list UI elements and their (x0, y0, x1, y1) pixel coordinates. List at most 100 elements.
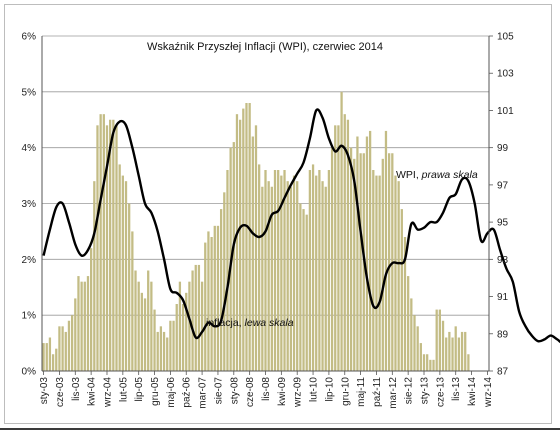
inflation-bar (61, 326, 64, 371)
inflation-bar (134, 270, 137, 371)
x-tick-label: lip-05 (134, 377, 145, 402)
y-left-tick-label: 3% (22, 199, 37, 210)
inflation-bar (305, 214, 308, 371)
inflation-bar (70, 315, 74, 371)
inflation-bar (438, 309, 441, 371)
wpi-line (42, 108, 560, 344)
inflation-bar (258, 164, 261, 371)
inflation-bar (67, 320, 71, 371)
x-tick-label: lis-03 (71, 377, 82, 401)
inflation-bar (445, 337, 448, 371)
x-tick-label: wrz-14 (483, 377, 494, 408)
inflation-bar (410, 298, 413, 371)
inflation-bar (124, 181, 128, 371)
y-left-tick-label: 0% (22, 367, 37, 378)
y-right-tick-label: 97 (497, 180, 509, 191)
inflation-bar (102, 114, 105, 372)
chart-title: Wskaźnik Przyszłej Inflacji (WPI), czerw… (147, 41, 383, 53)
inflation-bar (191, 270, 194, 371)
x-tick-label: lut-10 (309, 377, 320, 402)
inflation-bar (128, 203, 131, 371)
inflation-bar (115, 125, 118, 371)
inflation-bar (346, 119, 350, 371)
inflation-bar (185, 292, 188, 371)
inflation-bar (413, 315, 416, 371)
inflation-bar (223, 192, 226, 371)
inflation-bar (349, 147, 353, 371)
wpi-line-group (42, 108, 560, 344)
inflation-bar (467, 354, 470, 371)
inflation-bar (365, 136, 369, 371)
inflation-bar (86, 276, 90, 371)
inflation-bar (55, 348, 58, 371)
inflation-bar (197, 264, 201, 371)
x-tick-label: cze-03 (55, 377, 66, 407)
x-tick-label: sie-07 (213, 377, 224, 405)
x-tick-label: mar-12 (388, 377, 399, 409)
y-left-tick-label: 2% (22, 255, 37, 266)
y-right-tick-label: 89 (497, 329, 509, 340)
inflation-bar (375, 175, 378, 371)
inflation-bar (118, 164, 121, 371)
inflation-bar (210, 237, 213, 371)
x-tick-label: cze-08 (245, 377, 256, 407)
inflation-bar (80, 281, 83, 371)
y-right-tick-label: 95 (497, 218, 509, 229)
inflation-bar (270, 186, 273, 371)
inflation-bar (311, 164, 315, 371)
inflation-bar (105, 125, 109, 371)
inflation-bar (200, 281, 204, 371)
inflation-bar (302, 209, 305, 371)
inflation-bar (277, 170, 280, 371)
inflation-bar (378, 175, 381, 371)
y-left-tick-label: 4% (22, 143, 37, 154)
inflation-bar (99, 114, 102, 372)
inflation-bar (251, 136, 254, 371)
x-tick-label: paź-11 (372, 377, 383, 407)
y-left-tick-label: 5% (22, 87, 37, 98)
inflation-bar (147, 270, 150, 371)
inflation-bar (140, 292, 143, 371)
x-tick-label: kwi-04 (87, 377, 98, 406)
y-right-tick-label: 101 (497, 106, 514, 117)
x-tick-label: sie-12 (404, 377, 415, 405)
inflation-bar (232, 142, 235, 371)
y-right-tick-label: 105 (497, 32, 514, 43)
x-tick-label: wrz-04 (102, 377, 113, 408)
x-tick-label: wrz-09 (293, 377, 304, 408)
inflation-bar (112, 119, 115, 371)
y-right-tick-label: 91 (497, 292, 509, 303)
inflation-bar (166, 337, 169, 371)
inflation-bar (245, 103, 248, 371)
inflation-bar (280, 175, 283, 371)
x-tick-label: sty-08 (229, 377, 240, 405)
x-tick-label: kwi-09 (277, 377, 288, 406)
bottom-rule (0, 428, 560, 430)
inflation-bar (121, 175, 124, 371)
chart-frame (4, 4, 552, 424)
x-tick-label: mar-07 (198, 377, 209, 409)
inflation-bar (324, 186, 327, 371)
inflation-bar (181, 304, 185, 371)
inflation-bar (394, 175, 397, 371)
inflation-bar (90, 248, 93, 371)
inflation-bar (435, 309, 438, 371)
inflation-bar (460, 331, 464, 371)
inflation-bar (77, 276, 80, 371)
inflation-bar (388, 153, 391, 371)
y-right-tick-label: 103 (497, 69, 514, 80)
x-tick-label: maj-11 (356, 377, 367, 407)
x-tick-label: lut-05 (118, 377, 129, 402)
x-tick-label: lis-08 (261, 377, 272, 401)
inflation-bars (42, 91, 470, 372)
inflation-bar (419, 343, 422, 371)
inflation-bar (169, 320, 172, 371)
inflation-bar (264, 170, 267, 371)
inflation-bar (178, 281, 182, 371)
inflation-bar (204, 242, 207, 371)
inflation-bar (372, 170, 375, 371)
inflation-bar (407, 276, 410, 371)
inflation-bar (343, 114, 346, 372)
inflation-bar (327, 170, 331, 371)
